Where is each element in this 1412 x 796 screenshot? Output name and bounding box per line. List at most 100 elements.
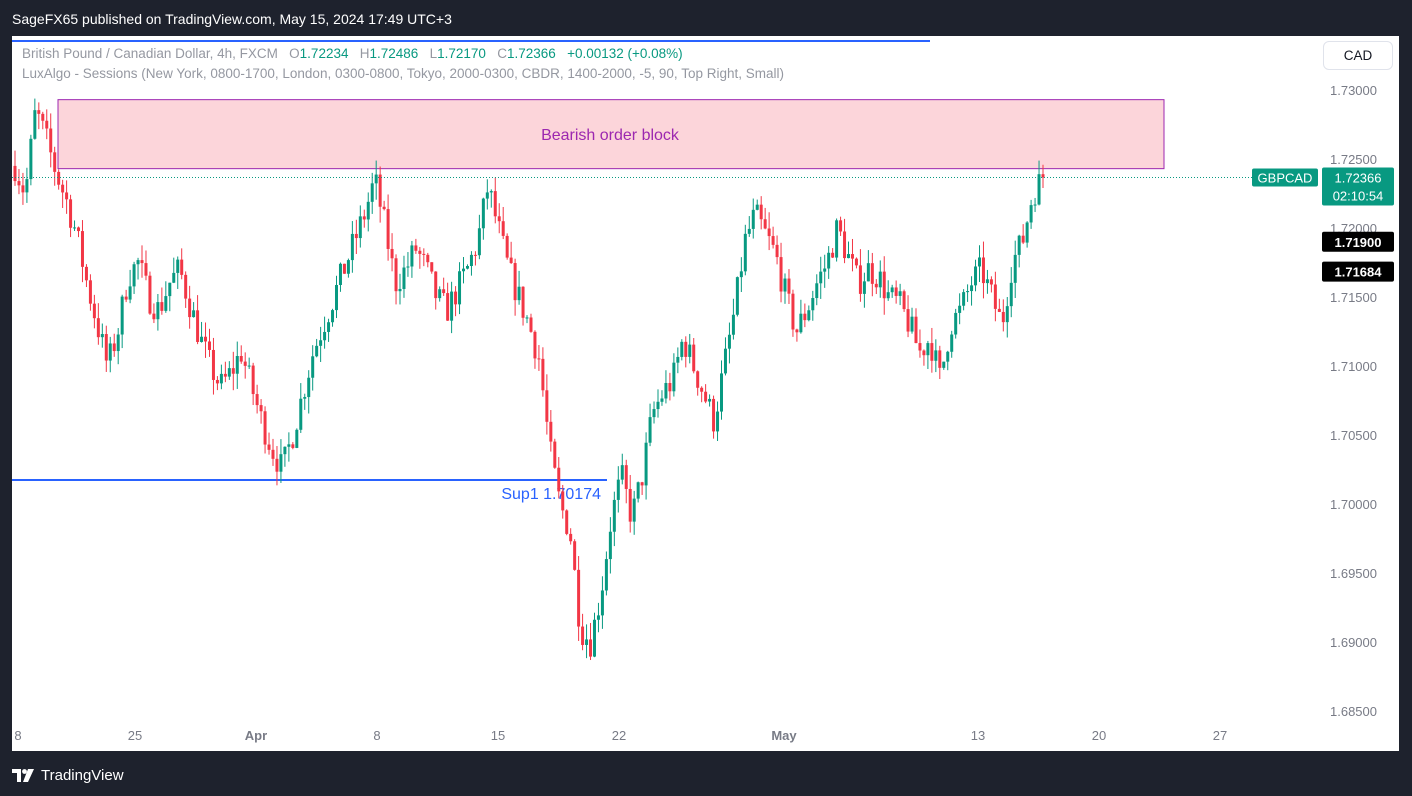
- candle-down[interactable]: [88, 280, 92, 304]
- candle-down[interactable]: [77, 227, 81, 232]
- candle-down[interactable]: [981, 257, 985, 284]
- candle-up[interactable]: [799, 313, 803, 333]
- candle-down[interactable]: [390, 248, 394, 259]
- candle-up[interactable]: [485, 192, 489, 199]
- candle-down[interactable]: [513, 263, 517, 301]
- candle-up[interactable]: [815, 283, 819, 299]
- candle-up[interactable]: [227, 368, 231, 377]
- candle-up[interactable]: [747, 228, 751, 234]
- candle-down[interactable]: [267, 444, 271, 450]
- candle-up[interactable]: [438, 289, 442, 299]
- candle-up[interactable]: [307, 377, 311, 398]
- candle-up[interactable]: [743, 233, 747, 272]
- candle-up[interactable]: [477, 228, 481, 256]
- candle-down[interactable]: [112, 343, 116, 352]
- candle-down[interactable]: [473, 254, 477, 256]
- candle-down[interactable]: [914, 316, 918, 344]
- candle-up[interactable]: [950, 334, 954, 352]
- symbol-tag[interactable]: GBPCAD: [1258, 170, 1313, 185]
- candle-down[interactable]: [263, 411, 267, 445]
- candle-down[interactable]: [850, 254, 854, 259]
- candle-up[interactable]: [219, 373, 223, 384]
- candle-up[interactable]: [866, 263, 870, 282]
- candle-up[interactable]: [819, 271, 823, 284]
- candle-down[interactable]: [993, 284, 997, 309]
- candle-down[interactable]: [21, 185, 25, 193]
- candle-down[interactable]: [541, 358, 545, 391]
- candle-up[interactable]: [319, 340, 323, 346]
- candle-up[interactable]: [946, 351, 950, 362]
- candle-up[interactable]: [680, 341, 684, 357]
- candle-down[interactable]: [684, 341, 688, 357]
- candle-down[interactable]: [791, 293, 795, 330]
- candle-down[interactable]: [922, 350, 926, 356]
- candle-down[interactable]: [712, 398, 716, 432]
- candle-down[interactable]: [771, 236, 775, 245]
- candle-up[interactable]: [156, 302, 160, 320]
- candle-up[interactable]: [295, 429, 299, 448]
- candle-up[interactable]: [910, 316, 914, 332]
- candle-down[interactable]: [843, 231, 847, 259]
- candle-down[interactable]: [545, 390, 549, 422]
- candle-up[interactable]: [652, 409, 656, 418]
- candle-down[interactable]: [930, 343, 934, 361]
- candle-up[interactable]: [410, 245, 414, 267]
- candle-down[interactable]: [882, 271, 886, 299]
- candle-up[interactable]: [898, 291, 902, 296]
- candle-down[interactable]: [271, 449, 275, 459]
- candle-down[interactable]: [45, 120, 49, 129]
- candle-down[interactable]: [204, 336, 208, 342]
- candle-down[interactable]: [342, 263, 346, 274]
- candlestick-chart[interactable]: Bearish order block Sup1 1.70174 1.73000 1.…: [12, 36, 1399, 751]
- candle-down[interactable]: [160, 302, 164, 311]
- candle-down[interactable]: [640, 482, 644, 486]
- candle-down[interactable]: [553, 441, 557, 468]
- candle-down[interactable]: [65, 192, 69, 200]
- candle-down[interactable]: [537, 358, 541, 360]
- candle-up[interactable]: [847, 254, 851, 259]
- candle-down[interactable]: [577, 569, 581, 627]
- candle-up[interactable]: [458, 271, 462, 305]
- candle-up[interactable]: [1013, 254, 1017, 283]
- candle-down[interactable]: [418, 250, 422, 254]
- candle-up[interactable]: [886, 292, 890, 299]
- candle-up[interactable]: [303, 397, 307, 399]
- candle-up[interactable]: [811, 298, 815, 311]
- candle-down[interactable]: [557, 467, 561, 492]
- candle-up[interactable]: [481, 198, 485, 229]
- candle-down[interactable]: [243, 361, 247, 366]
- candle-down[interactable]: [37, 110, 41, 114]
- candle-down[interactable]: [223, 373, 227, 377]
- candle-up[interactable]: [176, 259, 180, 273]
- candle-up[interactable]: [279, 454, 283, 472]
- candle-down[interactable]: [938, 350, 942, 368]
- candle-down[interactable]: [104, 334, 108, 361]
- candle-up[interactable]: [636, 482, 640, 499]
- bearish-order-block[interactable]: [57, 99, 1165, 170]
- candle-down[interactable]: [497, 216, 501, 222]
- candle-up[interactable]: [974, 266, 978, 286]
- candle-up[interactable]: [1025, 222, 1029, 243]
- candle-up[interactable]: [398, 288, 402, 292]
- candle-up[interactable]: [73, 227, 77, 229]
- candle-up[interactable]: [688, 344, 692, 357]
- candle-up[interactable]: [731, 314, 735, 335]
- candle-up[interactable]: [247, 365, 251, 367]
- candle-up[interactable]: [585, 639, 589, 645]
- candle-down[interactable]: [549, 421, 553, 442]
- candle-down[interactable]: [96, 318, 100, 338]
- candle-up[interactable]: [29, 138, 33, 180]
- candle-down[interactable]: [354, 233, 358, 239]
- candle-down[interactable]: [787, 278, 791, 294]
- candle-up[interactable]: [942, 361, 946, 368]
- candle-up[interactable]: [346, 260, 350, 274]
- candle-down[interactable]: [624, 465, 628, 489]
- candle-down[interactable]: [997, 308, 1001, 312]
- candle-down[interactable]: [434, 271, 438, 299]
- candle-down[interactable]: [767, 228, 771, 237]
- candle-up[interactable]: [1033, 204, 1037, 206]
- candle-up[interactable]: [172, 272, 176, 283]
- candle-down[interactable]: [362, 216, 366, 220]
- candle-up[interactable]: [311, 356, 315, 378]
- candle-down[interactable]: [501, 221, 505, 236]
